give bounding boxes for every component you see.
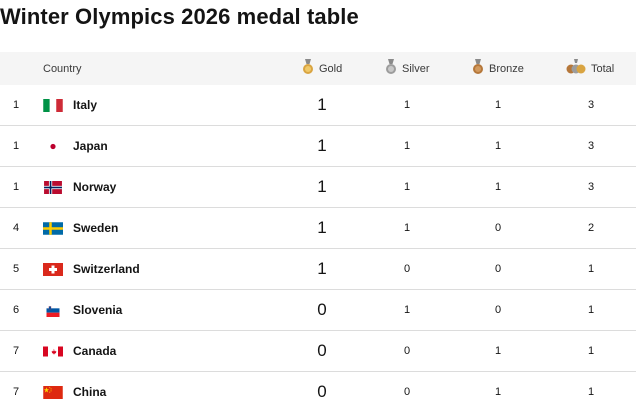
silver-count: 0 [403,263,411,275]
table-row[interactable]: 5 Switzerland 1 0 0 1 [0,249,636,290]
gold-count: 1 [317,95,327,114]
table-row[interactable]: 4 Sweden 1 1 0 2 [0,208,636,249]
country-name[interactable]: Norway [73,180,117,194]
silver-count: 1 [403,222,411,234]
country-name[interactable]: Italy [73,98,98,112]
gold-count: 1 [317,259,327,278]
rank-cell: 7 [13,345,20,357]
flag-italy-icon [43,85,65,125]
flag-slovenia-icon [43,290,65,330]
country-name[interactable]: Slovenia [73,303,123,317]
table-row[interactable]: 7 Canada 0 0 1 1 [0,331,636,372]
total-medals-icon [566,59,586,78]
gold-count: 1 [317,136,327,155]
gold-count: 1 [317,218,327,237]
gold-count: 0 [317,300,327,319]
country-name[interactable]: Japan [73,139,108,153]
country-name[interactable]: Switzerland [73,262,140,276]
table-row[interactable]: 7 China 0 0 1 1 [0,372,636,412]
column-header-gold-label: Gold [319,62,343,75]
total-count: 1 [587,304,595,316]
column-header-gold[interactable]: Gold [302,52,342,85]
table-row[interactable]: 1 Norway 1 1 1 3 [0,167,636,208]
country-name[interactable]: China [73,385,107,399]
table-row[interactable]: 1 Japan 1 1 1 3 [0,126,636,167]
gold-count: 0 [317,382,327,401]
country-name[interactable]: Sweden [73,221,119,235]
bronze-count: 0 [494,222,502,234]
column-header-country[interactable]: Country [43,62,82,75]
silver-count: 1 [403,181,411,193]
page-title: Winter Olympics 2026 medal table [0,4,359,29]
flag-norway-icon [43,167,65,207]
silver-count: 0 [403,345,411,357]
flag-canada-icon [43,331,65,371]
rank-cell: 1 [13,99,20,111]
bronze-count: 1 [494,386,502,398]
table-header: Country Gold Silver Bronze Total [0,52,636,85]
column-header-silver-label: Silver [402,62,430,75]
table-row[interactable]: 1 Italy 1 1 1 3 [0,85,636,126]
total-count: 3 [587,181,595,193]
rank-cell: 1 [13,181,20,193]
table-row[interactable]: 6 Slovenia 0 1 0 1 [0,290,636,331]
bronze-count: 1 [494,181,502,193]
medal-table: Country Gold Silver Bronze Total 1 Ital [0,52,636,412]
bronze-count: 1 [494,140,502,152]
rank-cell: 5 [13,263,20,275]
gold-medal-icon [302,59,314,78]
bronze-count: 1 [494,99,502,111]
flag-switzerland-icon [43,249,65,289]
silver-medal-icon [385,59,397,78]
silver-count: 1 [403,140,411,152]
rank-cell: 7 [13,386,20,398]
gold-count: 0 [317,341,327,360]
flag-japan-icon [43,126,65,166]
silver-count: 0 [403,386,411,398]
column-header-bronze-label: Bronze [489,62,524,75]
column-header-bronze[interactable]: Bronze [472,52,524,85]
rank-cell: 4 [13,222,20,234]
total-count: 1 [587,263,595,275]
total-count: 3 [587,99,595,111]
total-count: 3 [587,140,595,152]
gold-count: 1 [317,177,327,196]
flag-sweden-icon [43,208,65,248]
column-header-total-label: Total [591,62,615,75]
column-header-total[interactable]: Total [566,52,614,85]
bronze-count: 0 [494,263,502,275]
silver-count: 1 [403,99,411,111]
rank-cell: 1 [13,140,20,152]
rank-cell: 6 [13,304,20,316]
country-name[interactable]: Canada [73,344,117,358]
total-count: 1 [587,386,595,398]
bronze-count: 1 [494,345,502,357]
flag-china-icon [43,372,65,412]
total-count: 2 [587,222,595,234]
bronze-count: 0 [494,304,502,316]
silver-count: 1 [403,304,411,316]
column-header-silver[interactable]: Silver [385,52,430,85]
total-count: 1 [587,345,595,357]
bronze-medal-icon [472,59,484,78]
